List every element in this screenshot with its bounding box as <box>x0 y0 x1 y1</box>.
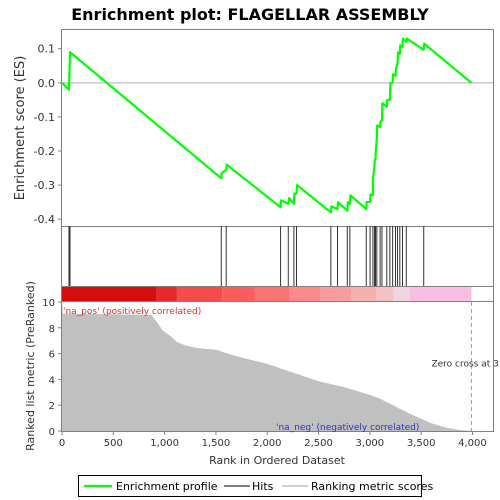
heatmap-segment <box>409 287 472 301</box>
x-tick-label: 2,000 <box>253 438 282 449</box>
heatmap-segment <box>176 287 223 301</box>
es-y-ticks: 0.1 0.0 -0.1 -0.2 -0.3 -0.4 <box>34 43 62 226</box>
heatmap-segments <box>62 287 472 301</box>
legend: Enrichment profile Hits Ranking metric s… <box>78 475 433 497</box>
es-y-tick-label: 0.1 <box>38 43 56 56</box>
x-axis-label: Rank in Ordered Dataset <box>209 454 346 467</box>
ranking-heatmap-bar <box>61 286 494 302</box>
metric-y-tick-label: 8 <box>49 324 55 335</box>
positive-correlation-label: 'na_pos' (positively correlated) <box>63 307 201 317</box>
metric-x-ticks: 0 500 1,000 1,500 2,000 2,500 3,000 3,500 4,000 <box>59 431 487 449</box>
es-y-axis-label: Enrichment score (ES) <box>13 56 28 201</box>
heatmap-segment <box>62 287 157 301</box>
metric-y-tick-label: 0 <box>49 427 55 438</box>
es-plot-frame <box>61 29 494 227</box>
negative-correlation-label: 'na_neg' (negatively correlated) <box>276 423 419 433</box>
zero-cross-label: Zero cross at 3 <box>431 360 498 370</box>
metric-y-ticks: 0 2 4 6 8 10 <box>42 298 62 438</box>
x-tick-label: 500 <box>104 438 123 449</box>
x-tick-label: 0 <box>59 438 65 449</box>
heatmap-segment <box>289 287 321 301</box>
metric-y-tick-label: 2 <box>49 401 55 412</box>
heatmap-segment <box>156 287 177 301</box>
x-tick-label: 2,500 <box>304 438 333 449</box>
x-tick-label: 1,000 <box>150 438 179 449</box>
heatmap-segment <box>351 287 377 301</box>
legend-label-enrichment: Enrichment profile <box>116 480 218 493</box>
ranking-metric-area <box>62 300 472 431</box>
heatmap-segment <box>320 287 352 301</box>
legend-label-hits: Hits <box>252 480 274 493</box>
heatmap-segment <box>393 287 410 301</box>
hit-ticks-group <box>68 226 425 286</box>
es-y-tick-label: -0.1 <box>34 111 55 124</box>
hits-panel <box>61 226 494 287</box>
heatmap-segment <box>222 287 255 301</box>
metric-y-axis-label: Ranked list metric (PreRanked) <box>24 281 37 451</box>
legend-label-ranking: Ranking metric scores <box>311 480 433 493</box>
x-tick-label: 3,000 <box>356 438 385 449</box>
metric-y-tick-label: 4 <box>49 375 55 386</box>
x-tick-label: 3,500 <box>407 438 436 449</box>
metric-y-tick-label: 10 <box>42 298 55 309</box>
es-y-tick-label: -0.2 <box>34 145 55 158</box>
chart-title: Enrichment plot: FLAGELLAR ASSEMBLY <box>71 5 429 24</box>
es-y-tick-label: 0.0 <box>38 77 56 90</box>
es-y-tick-label: -0.4 <box>34 213 55 226</box>
hits-frame <box>61 226 494 287</box>
heatmap-segment <box>254 287 290 301</box>
x-tick-label: 4,000 <box>458 438 487 449</box>
es-panel: 0.1 0.0 -0.1 -0.2 -0.3 -0.4 Enrichment score … <box>13 29 494 227</box>
x-tick-label: 1,500 <box>202 438 231 449</box>
enrichment-profile-line <box>61 37 473 214</box>
metric-panel: Zero cross at 3 'na_pos' (positively cor… <box>24 281 499 467</box>
metric-y-tick-label: 6 <box>49 350 55 361</box>
heatmap-segment <box>376 287 394 301</box>
es-y-tick-label: -0.3 <box>34 179 55 192</box>
